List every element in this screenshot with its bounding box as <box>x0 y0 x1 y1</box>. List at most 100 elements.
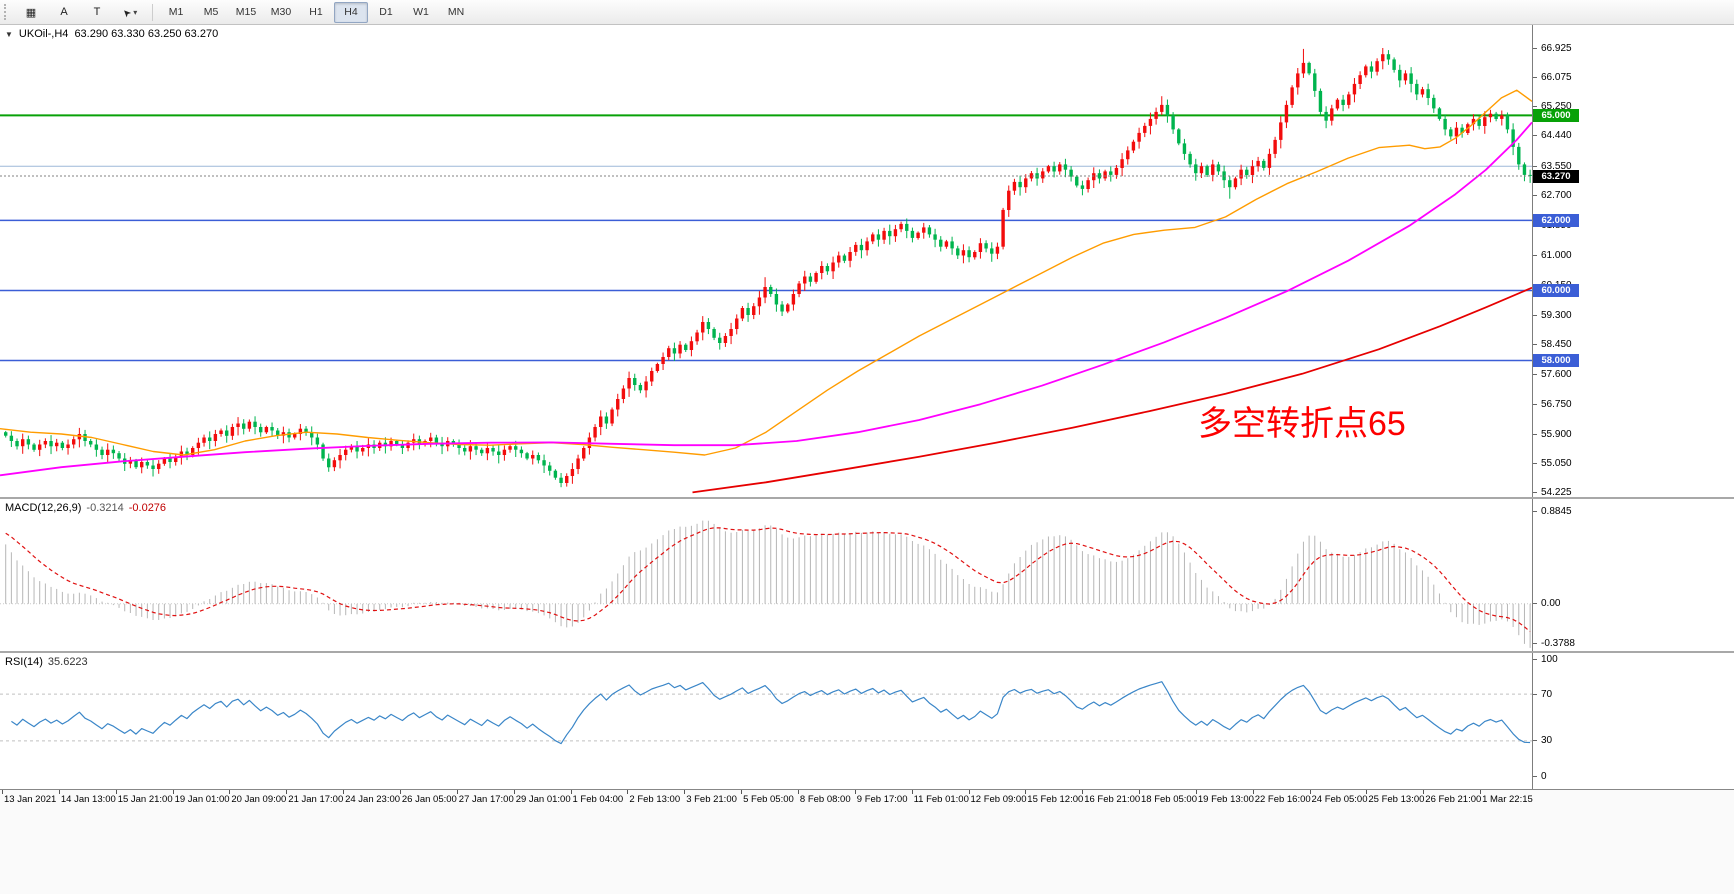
macd-axis-label: -0.3788 <box>1541 638 1575 649</box>
time-axis-tick <box>797 790 799 794</box>
timeframe-button-d1[interactable]: D1 <box>379 6 393 18</box>
time-axis-tick <box>343 790 345 794</box>
time-axis-label: 16 Feb 21:00 <box>1084 794 1141 805</box>
panel-splitter[interactable] <box>0 651 1734 653</box>
ma-mid-magenta <box>0 121 1532 477</box>
timeframe-button-w1[interactable]: W1 <box>413 6 429 18</box>
rsi-plot-area[interactable]: RSI(14) 35.6223 <box>0 653 1532 789</box>
time-axis-tick <box>1025 790 1027 794</box>
ma-fast-orange <box>0 89 1532 456</box>
time-axis[interactable]: 13 Jan 2021 14 Jan 13:00 15 Jan 21:00 19 Ja… <box>0 789 1734 894</box>
price-axis-tick <box>1533 134 1537 136</box>
level-price-box: 60.000 <box>1533 284 1579 297</box>
price-axis-label: 54.225 <box>1541 487 1572 499</box>
time-axis-tick <box>854 790 856 794</box>
time-axis-label: 20 Jan 09:00 <box>231 794 287 805</box>
time-axis-tick <box>741 790 743 794</box>
time-axis-label: 19 Feb 13:00 <box>1197 794 1254 805</box>
time-axis-label: 12 Feb 09:00 <box>970 794 1027 805</box>
price-axis-label: 55.900 <box>1541 428 1572 440</box>
time-axis-label: 9 Feb 17:00 <box>856 794 908 805</box>
rsi-axis-tick <box>1533 775 1537 777</box>
price-axis-label: 58.450 <box>1541 339 1572 351</box>
rsi-axis-label: 100 <box>1541 653 1558 665</box>
rsi-chart[interactable] <box>0 653 1532 789</box>
text-label-button[interactable]: T <box>93 6 101 18</box>
macd-chart[interactable] <box>0 499 1532 651</box>
rsi-title: RSI(14) 35.6223 <box>5 656 88 668</box>
macd-axis-tick <box>1533 643 1537 644</box>
timeframe-button-m15[interactable]: M15 <box>235 6 257 18</box>
cursor-tool-button[interactable]: ➤ ▾ <box>120 5 138 19</box>
price-axis-tick <box>1533 314 1537 316</box>
price-axis-tick <box>1533 165 1537 167</box>
time-axis-label: 24 Feb 05:00 <box>1311 794 1368 805</box>
price-axis-tick <box>1533 195 1537 197</box>
price-axis-label: 64.440 <box>1541 129 1572 141</box>
timeframe-group: M1 M5 M15 M30 H1 H4 D1 W1 MN <box>159 1 473 23</box>
time-axis-tick <box>1252 790 1254 794</box>
price-axis-tick <box>1533 344 1537 346</box>
rsi-axis-label: 30 <box>1541 735 1553 747</box>
time-axis-label: 24 Jan 23:00 <box>345 794 401 805</box>
timeframe-button-mn[interactable]: MN <box>447 6 465 18</box>
timeframe-button-m5[interactable]: M5 <box>203 6 219 18</box>
chart-annotation[interactable]: 多空转折点65 <box>1198 405 1406 443</box>
rsi-panel: RSI(14) 35.6223 100 70 30 0 <box>0 653 1734 789</box>
main-chart-panel: ▼ UKOil-,H4 63.290 63.330 63.250 63.270 … <box>0 25 1734 499</box>
time-axis-tick <box>1082 790 1084 794</box>
time-axis-label: 11 Feb 01:00 <box>913 794 969 805</box>
time-axis-label: 1 Feb 04:00 <box>572 794 624 805</box>
time-axis-label: 15 Jan 21:00 <box>117 794 173 805</box>
time-axis-tick <box>627 790 629 794</box>
timeframe-button-m30[interactable]: M30 <box>270 6 292 18</box>
time-axis-tick <box>1480 790 1482 794</box>
time-axis-tick <box>115 790 117 794</box>
time-axis-label: 14 Jan 13:00 <box>60 794 116 805</box>
time-axis-label: 26 Jan 05:00 <box>401 794 457 805</box>
time-axis-label: 13 Jan 2021 <box>4 794 57 805</box>
candlestick-plot-area[interactable]: ▼ UKOil-,H4 63.290 63.330 63.250 63.270 … <box>0 25 1532 497</box>
toolbar-grip[interactable] <box>4 4 10 20</box>
time-axis-tick <box>229 790 231 794</box>
price-axis-tick <box>1533 106 1537 108</box>
timeframe-button-h1[interactable]: H1 <box>309 6 323 18</box>
price-axis-tick <box>1533 374 1537 375</box>
time-axis-tick <box>570 790 572 794</box>
time-axis-tick <box>968 790 970 794</box>
price-axis-tick <box>1533 403 1537 405</box>
price-axis[interactable]: 66.92566.07565.25064.44063.55062.70061.8… <box>1532 25 1734 499</box>
collapse-arrow-icon[interactable]: ▼ <box>5 29 13 39</box>
panel-splitter[interactable] <box>0 497 1734 499</box>
candlestick-chart[interactable] <box>0 25 1532 497</box>
chart-window: ▼ UKOil-,H4 63.290 63.330 63.250 63.270 … <box>0 25 1734 894</box>
price-axis-tick <box>1533 47 1537 49</box>
rsi-axis[interactable]: 100 70 30 0 <box>1532 653 1734 789</box>
text-annotation-button[interactable]: A <box>60 6 68 18</box>
time-axis-label: 26 Feb 21:00 <box>1425 794 1482 805</box>
time-axis-tick <box>399 790 401 794</box>
time-axis-label: 22 Feb 16:00 <box>1254 794 1311 805</box>
timeframe-button-h4[interactable]: H4 <box>334 1 368 23</box>
time-axis-tick <box>1139 790 1140 794</box>
price-axis-label: 66.075 <box>1541 72 1572 84</box>
macd-plot-area[interactable]: MACD(12,26,9) -0.3214 -0.0276 <box>0 499 1532 651</box>
time-axis-tick <box>1423 790 1425 794</box>
time-axis-label: 19 Jan 01:00 <box>174 794 230 805</box>
price-axis-tick <box>1533 463 1537 465</box>
timeframe-button-m1[interactable]: M1 <box>168 6 184 18</box>
time-axis-label: 1 Mar 22:15 <box>1482 794 1533 805</box>
time-axis-label: 29 Jan 01:00 <box>515 794 571 805</box>
price-axis-tick <box>1533 492 1537 494</box>
price-axis-label: 57.600 <box>1541 369 1572 380</box>
macd-signal-line <box>5 527 1531 633</box>
time-axis-label: 18 Feb 05:00 <box>1141 794 1197 805</box>
tile-windows-button[interactable]: ▦ <box>25 6 37 19</box>
macd-axis[interactable]: 0.8845 0.00 -0.3788 <box>1532 499 1734 651</box>
price-axis-label: 62.700 <box>1541 190 1572 202</box>
macd-label: MACD(12,26,9) <box>5 502 82 514</box>
time-axis-label: 8 Feb 08:00 <box>799 794 851 805</box>
time-axis-label: 5 Feb 05:00 <box>743 794 794 805</box>
macd-main-value: -0.3214 <box>86 502 124 514</box>
time-axis-label: 3 Feb 21:00 <box>686 794 737 805</box>
